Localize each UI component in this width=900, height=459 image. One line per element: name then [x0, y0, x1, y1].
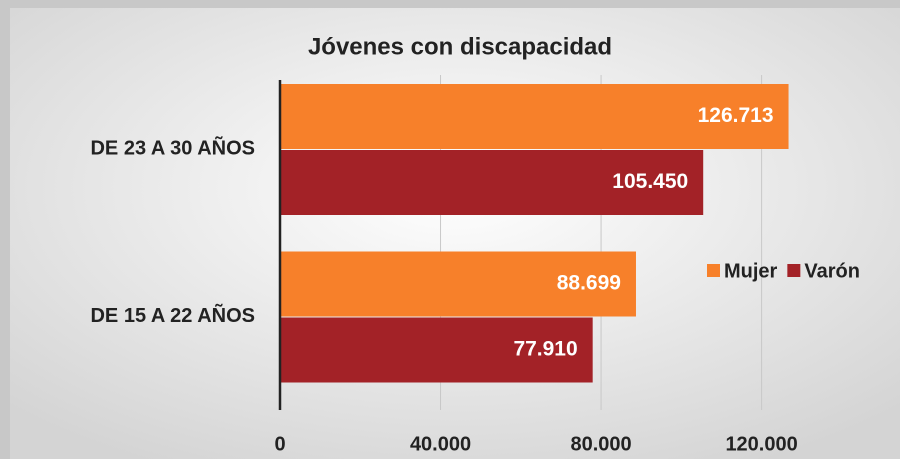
x-tick-label: 120.000 [725, 433, 797, 455]
value-label: 88.699 [557, 272, 621, 295]
value-label: 77.910 [513, 338, 577, 361]
legend-swatch [787, 264, 801, 277]
legend-swatch [707, 264, 720, 277]
x-tick-label: 0 [274, 433, 285, 455]
y-tick-label: DE 15 A 22 AÑOS [90, 304, 255, 327]
legend-label: Varón [804, 260, 860, 282]
y-tick-label: DE 23 A 30 AÑOS [90, 136, 255, 159]
bar [280, 251, 636, 317]
chart-title: Jóvenes con discapacidad [308, 33, 612, 60]
x-tick-label: 40.000 [410, 433, 471, 455]
legend-label: Mujer [724, 260, 778, 282]
x-tick-label: 80.000 [570, 433, 631, 455]
value-label: 126.713 [698, 104, 774, 127]
bar [280, 317, 593, 383]
background [10, 8, 900, 459]
bar [280, 84, 789, 149]
value-label: 105.450 [612, 170, 688, 193]
bar [280, 150, 704, 215]
